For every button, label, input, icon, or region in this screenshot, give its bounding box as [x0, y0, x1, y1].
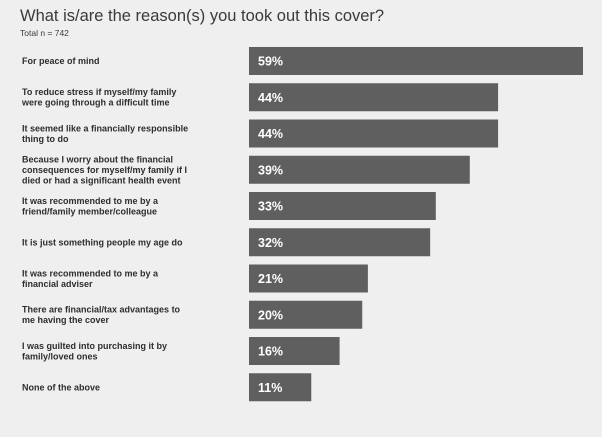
category-label-3-line-1: consequences for myself/my family if I	[22, 165, 187, 175]
category-label-6-line-0: It was recommended to me by a	[22, 268, 159, 278]
category-label-6-line-1: financial adviser	[22, 279, 93, 289]
category-label-6: It was recommended to me by a financial a…	[22, 268, 159, 289]
value-label-6: 21%	[258, 272, 283, 286]
bar-7	[249, 300, 363, 329]
value-label-9: 11%	[258, 381, 282, 395]
category-label-7: There are financial/tax advantages to me …	[22, 305, 181, 326]
category-label-5: It is just something people my age do	[22, 237, 183, 247]
category-label-3: Because I worry about the financial conse…	[22, 154, 187, 185]
category-label-4-line-1: friend/family member/colleague	[22, 206, 157, 216]
category-label-7-line-0: There are financial/tax advantages to	[22, 305, 181, 315]
category-label-3-line-2: died or had a significant health event	[22, 175, 181, 185]
category-label-4-line-0: It was recommended to me by a	[22, 196, 159, 206]
category-label-8-line-0: I was guilted into purchasing it by	[22, 341, 167, 351]
category-label-4: It was recommended to me by a friend/fami…	[22, 196, 159, 217]
category-label-2: It seemed like a financially responsible…	[22, 123, 188, 144]
category-label-0-line-0: For peace of mind	[22, 56, 100, 66]
bar-5	[249, 228, 431, 257]
bar-0	[249, 47, 583, 75]
category-label-7-line-1: me having the cover	[22, 315, 110, 325]
category-label-8-line-1: family/loved ones	[22, 351, 98, 361]
category-label-1: To reduce stress if myself/my family were…	[21, 87, 176, 108]
category-label-0: For peace of mind	[22, 56, 100, 66]
bar-2	[249, 119, 499, 148]
category-label-2-line-0: It seemed like a financially responsible	[22, 123, 188, 133]
value-label-3: 39%	[258, 163, 283, 177]
bar-4	[249, 192, 436, 220]
category-label-1-line-1: were going through a difficult time	[21, 98, 170, 108]
category-label-2-line-1: thing to do	[22, 134, 69, 144]
value-label-4: 33%	[258, 200, 283, 214]
category-label-3-line-0: Because I worry about the financial	[22, 154, 173, 164]
value-label-5: 32%	[258, 236, 283, 250]
value-label-8: 16%	[258, 345, 283, 359]
bar-3	[249, 155, 470, 184]
value-label-7: 20%	[258, 308, 283, 322]
category-label-8: I was guilted into purchasing it by famil…	[22, 341, 167, 362]
chart-subtitle: Total n = 742	[20, 28, 69, 38]
category-label-9-line-0: None of the above	[22, 382, 100, 392]
chart-title: What is/are the reason(s) you took out t…	[20, 7, 385, 25]
category-label-9: None of the above	[22, 382, 100, 392]
bar-9	[249, 373, 312, 402]
value-label-1: 44%	[258, 91, 283, 105]
value-label-2: 44%	[258, 127, 283, 141]
bar-1	[249, 83, 499, 112]
category-label-5-line-0: It is just something people my age do	[22, 237, 183, 247]
bar-6	[249, 264, 368, 293]
category-label-1-line-0: To reduce stress if myself/my family	[22, 87, 176, 97]
bar-8	[249, 337, 340, 365]
value-label-0: 59%	[258, 55, 283, 69]
